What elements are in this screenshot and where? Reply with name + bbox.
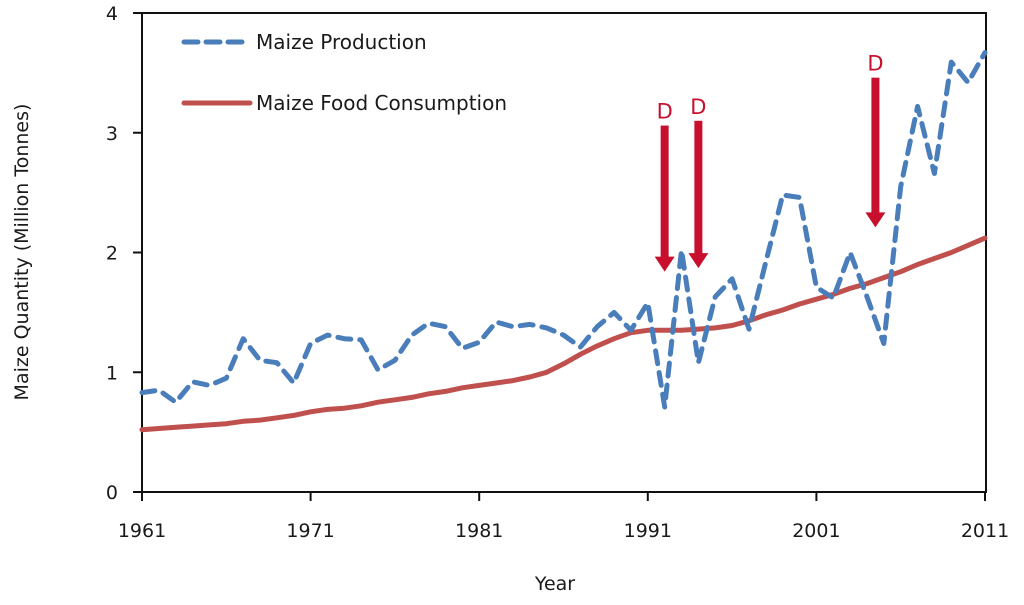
y-tick-label: 3 — [106, 123, 118, 145]
x-tick-label: 1961 — [118, 520, 166, 542]
x-axis-ticks: 1961 1971 1981 1991 2001 2011 — [118, 492, 1009, 542]
drought-annotation: D — [865, 52, 886, 228]
legend-label-consumption: Maize Food Consumption — [256, 91, 507, 115]
drought-label: D — [867, 52, 883, 76]
y-tick-label: 1 — [106, 362, 118, 384]
x-tick-label: 2001 — [792, 520, 840, 542]
x-tick-label: 2011 — [961, 520, 1009, 542]
drought-label: D — [657, 100, 673, 124]
y-tick-label: 0 — [106, 482, 118, 504]
x-tick-label: 1981 — [455, 520, 503, 542]
y-axis-ticks: 0 1 2 3 4 — [106, 3, 142, 504]
arrow-down-icon — [654, 256, 675, 272]
drought-arrow-shaft — [694, 120, 703, 255]
series-layer — [139, 50, 988, 433]
x-tick-label: 1991 — [624, 520, 672, 542]
series-line-production — [139, 50, 988, 410]
drought-annotation: D — [654, 100, 675, 272]
drought-annotation: D — [688, 95, 709, 269]
y-tick-label: 2 — [106, 243, 118, 265]
legend: Maize Production Maize Food Consumption — [181, 30, 507, 115]
y-axis-title: Maize Quantity (Million Tonnes) — [11, 104, 33, 401]
drought-arrow-shaft — [660, 125, 669, 258]
drought-arrow-shaft — [871, 77, 880, 214]
series-line-consumption — [139, 235, 988, 433]
drought-label: D — [690, 95, 706, 119]
arrow-down-icon — [688, 253, 709, 269]
y-tick-label: 4 — [106, 3, 118, 25]
arrow-down-icon — [865, 212, 886, 228]
x-tick-label: 1971 — [286, 520, 334, 542]
annotations-layer: D DD — [654, 52, 886, 272]
x-axis-title: Year — [534, 573, 575, 595]
legend-label-production: Maize Production — [256, 30, 427, 54]
